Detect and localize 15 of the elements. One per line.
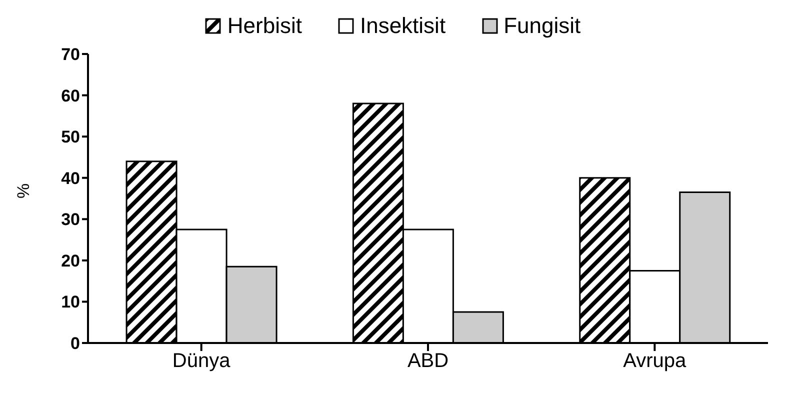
y-tick-label: 30: [61, 210, 80, 230]
y-tick-label: 10: [61, 292, 80, 312]
y-tick-label: 20: [61, 251, 80, 270]
legend-label: Insektisit: [360, 13, 446, 39]
x-tick-label: ABD: [407, 350, 449, 372]
x-tick-label: Dünya: [172, 350, 232, 372]
x-tick-label: Avrupa: [623, 350, 688, 372]
legend-label: Herbisit: [227, 13, 302, 39]
y-tick-label: 50: [61, 128, 80, 147]
y-tick-label: 70: [61, 45, 80, 64]
y-tick-label: 60: [61, 86, 80, 106]
legend-label: Fungisit: [504, 13, 581, 39]
y-tick-label: 40: [61, 168, 80, 188]
y-axis-title: %: [14, 183, 34, 198]
y-tick-label: 0: [70, 334, 80, 354]
